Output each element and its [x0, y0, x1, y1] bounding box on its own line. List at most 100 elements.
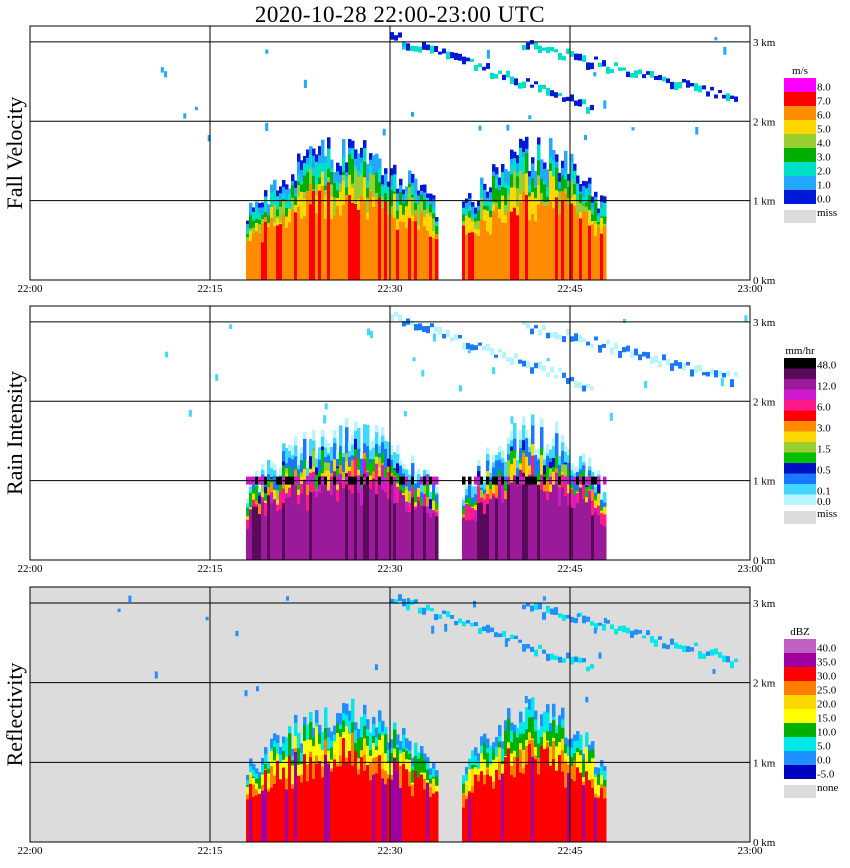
colorbar-swatch [784, 190, 816, 204]
time-tick-label: 22:30 [377, 845, 403, 857]
colorbar-unit: mm/hr [785, 345, 815, 357]
colorbar-missing-swatch [784, 511, 816, 524]
time-tick-label: 22:45 [557, 283, 583, 295]
time-tick-label: 23:00 [737, 845, 763, 857]
colorbar-missing-label: none [817, 782, 839, 794]
colorbar-swatch [784, 431, 816, 442]
time-tick-label: 22:30 [377, 283, 403, 295]
colorbar-unit: m/s [792, 65, 808, 77]
colorbar-swatch [784, 473, 816, 484]
colorbar-swatch [784, 389, 816, 400]
time-tick-label: 22:00 [17, 563, 43, 575]
colorbar-label: 48.0 [817, 359, 837, 371]
colorbar-swatch [784, 358, 816, 369]
colorbar-swatch [784, 452, 816, 463]
colorbar-label: 20.0 [817, 698, 837, 710]
colorbar-label: 7.0 [817, 95, 831, 107]
colorbar-missing-label: miss [817, 207, 837, 219]
colorbar-swatch [784, 92, 816, 106]
colorbar-swatch [784, 653, 816, 667]
colorbar-label: 4.0 [817, 137, 831, 149]
chart-title: 2020-10-28 22:00-23:00 UTC [254, 2, 546, 27]
colorbar-swatch [784, 148, 816, 162]
colorbar-label: 6.0 [817, 109, 831, 121]
colorbar-label: 5.0 [817, 123, 831, 135]
height-tick-label: 0 km [753, 837, 776, 849]
colorbar-label: 2.0 [817, 165, 831, 177]
height-tick-label: 1 km [753, 476, 776, 488]
colorbar-label: 1.0 [817, 179, 831, 191]
colorbar-label: 6.0 [817, 401, 831, 413]
colorbar-swatch [784, 709, 816, 723]
colorbar-missing-label: miss [817, 508, 837, 520]
data-field [165, 311, 748, 560]
colorbar-swatch [784, 667, 816, 681]
colorbar-missing-swatch [784, 785, 816, 798]
height-tick-label: 0 km [753, 555, 776, 567]
colorbar-label: 15.0 [817, 712, 837, 724]
panel-fall-velocity: Fall Velocity 0 km 1 km 2 km 3 km 22:00 22:15 2… [2, 25, 837, 295]
colorbar-swatch [784, 120, 816, 134]
plot-frame [29, 25, 751, 281]
y-axis-label: Reflectivity [2, 663, 27, 767]
y-axis-label: Fall Velocity [2, 97, 27, 210]
colorbar-missing-swatch [784, 210, 816, 223]
colorbar-swatch [784, 751, 816, 765]
time-tick-label: 22:45 [557, 845, 583, 857]
colorbar-swatch [784, 368, 816, 379]
height-tick-label: 1 km [753, 757, 776, 769]
time-tick-label: 23:00 [737, 283, 763, 295]
plot-frame [29, 586, 751, 843]
colorbar-label: 35.0 [817, 656, 837, 668]
colorbar-swatch [784, 379, 816, 390]
colorbar-label: 40.0 [817, 642, 837, 654]
colorbar-label: 0.5 [817, 464, 831, 476]
height-tick-label: 2 km [753, 396, 776, 408]
colorbar-swatch [784, 442, 816, 453]
colorbar-swatch [784, 162, 816, 176]
colorbar-swatch [784, 681, 816, 695]
colorbar-label: 0.0 [817, 193, 831, 205]
height-tick-label: 0 km [753, 275, 776, 287]
colorbar-swatch [784, 494, 816, 505]
colorbar-swatch [784, 484, 816, 495]
time-tick-label: 22:15 [197, 845, 223, 857]
height-tick-label: 3 km [753, 598, 776, 610]
colorbar-label: 0.0 [817, 754, 831, 766]
colorbar-swatch [784, 639, 816, 653]
height-tick-label: 3 km [753, 37, 776, 49]
data-field [117, 594, 738, 842]
height-tick-label: 1 km [753, 196, 776, 208]
height-tick-label: 3 km [753, 317, 776, 329]
colorbar-label: 8.0 [817, 81, 831, 93]
time-tick-label: 22:30 [377, 563, 403, 575]
colorbar-label: 3.0 [817, 151, 831, 163]
colorbar-swatch [784, 737, 816, 751]
colorbar-swatch [784, 421, 816, 432]
colorbar-swatch [784, 723, 816, 737]
colorbar-label: 30.0 [817, 670, 837, 682]
colorbar-swatch [784, 78, 816, 92]
colorbar-label: -5.0 [817, 768, 835, 780]
colorbar-unit: dBZ [790, 626, 810, 638]
height-tick-label: 2 km [753, 116, 776, 128]
plot-frame [29, 305, 751, 561]
time-tick-label: 22:15 [197, 283, 223, 295]
time-tick-label: 22:15 [197, 563, 223, 575]
colorbar-label: 25.0 [817, 684, 837, 696]
time-tick-label: 22:00 [17, 845, 43, 857]
colorbar-label: 10.0 [817, 726, 837, 738]
colorbar-label: 1.5 [817, 443, 831, 455]
colorbar-swatch [784, 463, 816, 474]
time-tick-label: 23:00 [737, 563, 763, 575]
colorbar-swatch [784, 106, 816, 120]
data-field [160, 32, 738, 280]
panel-rain-intensity: Rain Intensity 0 km 1 km 2 km 3 km 22:00 22:15… [2, 305, 837, 575]
colorbar-swatch [784, 410, 816, 421]
panel-reflectivity: Reflectivity 0 km 1 km 2 km 3 km 22:00 22:15 22… [2, 586, 839, 857]
colorbar-label: 5.0 [817, 740, 831, 752]
colorbar-swatch [784, 400, 816, 411]
colorbar-label: 12.0 [817, 380, 837, 392]
colorbar-label: 3.0 [817, 422, 831, 434]
y-axis-label: Rain Intensity [2, 371, 27, 495]
